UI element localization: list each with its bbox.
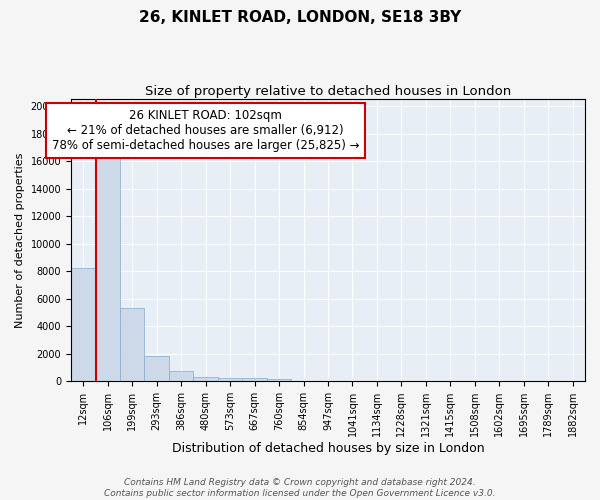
Bar [169,371,193,381]
Bar [267,378,292,381]
Bar [95,153,120,381]
Bar [218,378,242,381]
Title: Size of property relative to detached houses in London: Size of property relative to detached ho… [145,85,511,98]
Text: 26 KINLET ROAD: 102sqm
← 21% of detached houses are smaller (6,912)
78% of semi-: 26 KINLET ROAD: 102sqm ← 21% of detached… [52,109,359,152]
Text: Contains HM Land Registry data © Crown copyright and database right 2024.
Contai: Contains HM Land Registry data © Crown c… [104,478,496,498]
Bar [242,378,267,381]
Bar [145,356,169,381]
Bar [120,308,145,381]
Bar [71,268,95,381]
X-axis label: Distribution of detached houses by size in London: Distribution of detached houses by size … [172,442,484,455]
Text: 26, KINLET ROAD, LONDON, SE18 3BY: 26, KINLET ROAD, LONDON, SE18 3BY [139,10,461,25]
Bar [193,377,218,381]
Y-axis label: Number of detached properties: Number of detached properties [15,152,25,328]
